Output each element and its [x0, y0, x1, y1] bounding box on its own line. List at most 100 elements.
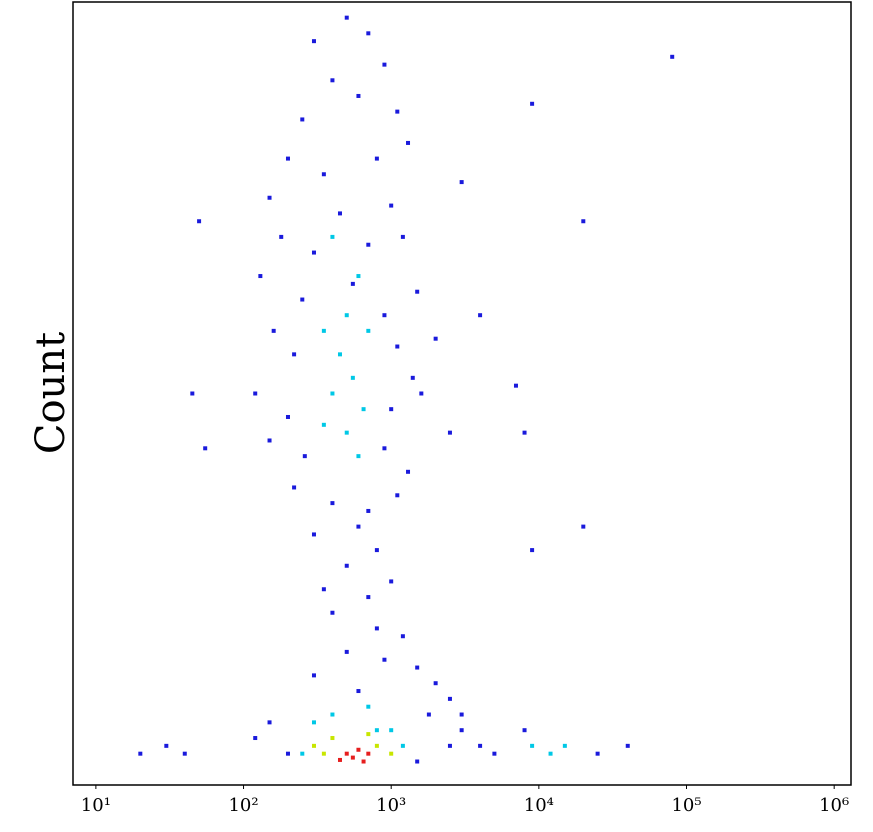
data-point [267, 438, 272, 443]
data-point [350, 755, 355, 760]
data-point [374, 728, 379, 733]
data-point [203, 446, 208, 451]
data-point [292, 485, 297, 490]
data-point [356, 524, 361, 529]
data-point [415, 759, 420, 764]
data-point [459, 728, 464, 733]
data-point [190, 391, 195, 396]
data-point [330, 391, 335, 396]
data-point [478, 743, 483, 748]
data-point [311, 250, 316, 255]
data-point [581, 219, 586, 224]
data-point [406, 469, 411, 474]
data-point [400, 743, 405, 748]
data-point [595, 751, 600, 756]
data-point [581, 524, 586, 529]
x-tick-label: 10⁶ [819, 795, 849, 816]
data-point [419, 391, 424, 396]
data-point [311, 673, 316, 678]
data-point [395, 493, 400, 498]
data-point [366, 242, 371, 247]
data-point [344, 751, 349, 756]
x-tick-label: 10⁵ [671, 795, 701, 816]
data-point [271, 328, 276, 333]
data-point [382, 62, 387, 67]
data-point [300, 117, 305, 122]
data-point [447, 430, 452, 435]
data-point [361, 759, 366, 764]
data-point [389, 579, 394, 584]
data-point [366, 595, 371, 600]
data-point [302, 454, 307, 459]
data-point [321, 172, 326, 177]
data-point [285, 751, 290, 756]
data-point [433, 681, 438, 686]
data-point [548, 751, 553, 756]
data-point [330, 78, 335, 83]
data-point [374, 548, 379, 553]
data-point [459, 180, 464, 185]
data-point [337, 352, 342, 357]
data-point [311, 743, 316, 748]
data-point [267, 195, 272, 200]
data-point [410, 375, 415, 380]
data-point [321, 587, 326, 592]
x-tick-label: 10¹ [81, 795, 111, 816]
data-point [406, 140, 411, 145]
x-tick-label: 10² [228, 795, 258, 816]
data-point [492, 751, 497, 756]
data-point [356, 93, 361, 98]
data-point [285, 414, 290, 419]
data-point [330, 234, 335, 239]
data-point [361, 407, 366, 412]
data-point [279, 234, 284, 239]
x-tick-label: 10³ [376, 795, 406, 816]
data-point [382, 657, 387, 662]
data-point [522, 430, 527, 435]
data-point [344, 430, 349, 435]
data-point [400, 234, 405, 239]
data-point [311, 39, 316, 44]
data-point [350, 281, 355, 286]
data-point [530, 548, 535, 553]
data-point [366, 751, 371, 756]
data-point [138, 751, 143, 756]
data-point [670, 54, 675, 59]
data-point [366, 732, 371, 737]
data-point [625, 743, 630, 748]
data-point [321, 422, 326, 427]
data-point [164, 743, 169, 748]
data-point [374, 626, 379, 631]
data-point [356, 689, 361, 694]
data-point [530, 743, 535, 748]
data-point [300, 751, 305, 756]
data-point [330, 501, 335, 506]
data-point [478, 313, 483, 318]
data-point [415, 665, 420, 670]
data-point [426, 712, 431, 717]
data-point [344, 15, 349, 20]
data-point [366, 31, 371, 36]
data-point [311, 720, 316, 725]
data-point [389, 751, 394, 756]
data-point [562, 743, 567, 748]
data-point [321, 328, 326, 333]
data-point [258, 274, 263, 279]
data-point [330, 712, 335, 717]
data-point [389, 407, 394, 412]
data-point [522, 728, 527, 733]
data-point [433, 336, 438, 341]
data-point [382, 446, 387, 451]
data-point [344, 563, 349, 568]
data-point [374, 743, 379, 748]
data-point [253, 391, 258, 396]
x-tick-label: 10⁴ [524, 795, 554, 816]
data-point [530, 101, 535, 106]
data-point [366, 704, 371, 709]
data-point [253, 736, 258, 741]
data-point [400, 634, 405, 639]
data-point [321, 751, 326, 756]
data-point [366, 328, 371, 333]
data-point [197, 219, 202, 224]
